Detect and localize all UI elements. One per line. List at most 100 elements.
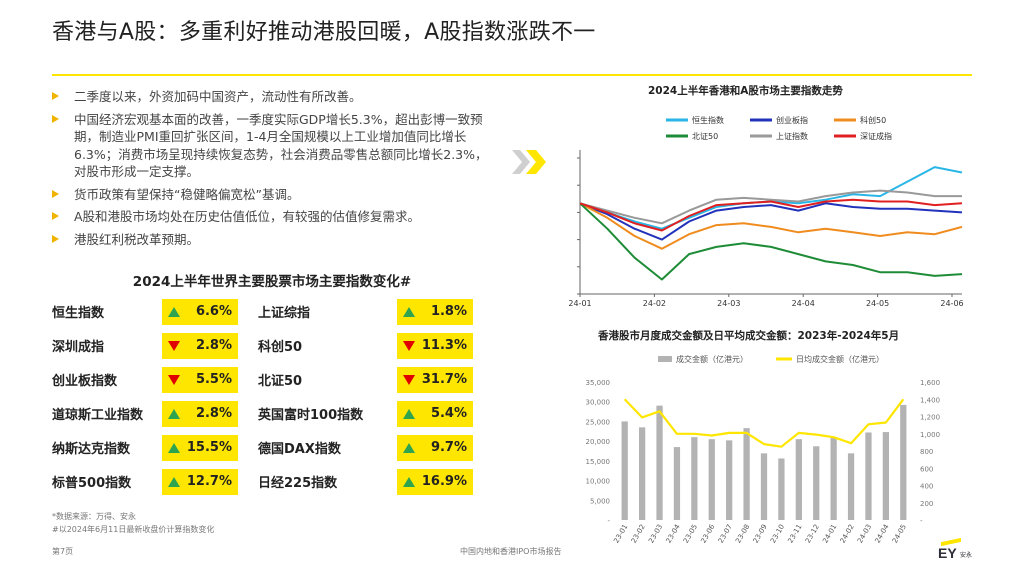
index-name: 深圳成指 [52, 340, 105, 355]
bullet-item: 港股红利税改革预期。 [52, 231, 494, 249]
bullet-text: 中国经济宏观基本面的改善，一季度实际GDP增长5.3%，超出彭博一致预期，制造业… [74, 111, 488, 180]
index-change-value: 12.7% [186, 474, 232, 489]
bullet-item: 中国经济宏观基本面的改善，一季度实际GDP增长5.3%，超出彭博一致预期，制造业… [52, 111, 494, 181]
x-tick-label: 24-04 [792, 299, 815, 308]
x-tick-label: 24-02 [839, 523, 856, 544]
index-change-value: 1.8% [430, 304, 467, 319]
index-change-box: 5.5% [162, 367, 238, 393]
series-line [579, 202, 963, 250]
index-table-title: 2024上半年世界主要股票市场主要指数变化# [132, 274, 412, 290]
x-tick-label: 23-05 [682, 523, 699, 544]
y-right-tick-label: 400 [920, 483, 933, 491]
y-left-tick-label: - [607, 517, 610, 525]
turnover-bar [691, 437, 698, 520]
index-change-value: 6.6% [195, 304, 232, 319]
triangle-up-icon [168, 409, 180, 419]
triangle-up-icon [403, 307, 415, 317]
index-change-box: 9.7% [397, 435, 473, 461]
series-line [579, 166, 963, 230]
index-change-value: 5.4% [430, 406, 467, 421]
index-change-value: 2.8% [195, 338, 232, 353]
triangle-up-icon [403, 443, 415, 453]
index-change-value: 11.3% [421, 338, 467, 353]
series-line [579, 189, 962, 225]
index-change-value: 5.5% [195, 372, 232, 387]
bullet-arrow-icon [52, 234, 59, 243]
index-change-box: 12.7% [162, 469, 238, 495]
turnover-bar [621, 421, 628, 520]
turnover-bar [743, 428, 750, 520]
x-tick-label: 24-02 [643, 299, 666, 308]
triangle-up-icon [403, 477, 415, 487]
turnover-bar [778, 458, 785, 520]
index-change-box: 11.3% [397, 333, 473, 359]
index-name: 科创50 [258, 340, 303, 355]
source-line: #以2024年6月11日最新收盘价计算指数变化 [52, 525, 215, 534]
x-tick-label: 23-07 [717, 523, 734, 544]
y-left-tick-label: 10,000 [586, 478, 611, 486]
ey-logo-sub: 安永 [960, 552, 973, 559]
index-change-value: 15.5% [186, 440, 232, 455]
bullet-arrow-icon [52, 189, 59, 198]
y-right-tick-label: 1,200 [920, 414, 940, 422]
x-tick-label: 23-08 [734, 523, 751, 544]
legend-label: 北证50 [692, 132, 718, 141]
bullet-text: A股和港股市场均处在历史估值低位，有较强的估值修复需求。 [74, 209, 421, 224]
line-chart-title: 2024上半年香港和A股市场主要指数走势 [648, 85, 843, 97]
ey-logo: EY 安永 [938, 537, 973, 562]
index-change-box: 2.8% [162, 401, 238, 427]
turnover-bar [882, 432, 890, 520]
legend-label: 恒生指数 [692, 115, 724, 125]
index-change-box: 16.9% [397, 469, 473, 495]
triangle-up-icon [403, 409, 415, 419]
turnover-bar [638, 427, 646, 520]
y-right-tick-label: 800 [920, 448, 933, 456]
bullet-arrow-icon [52, 212, 59, 220]
y-right-tick-label: 200 [920, 500, 933, 508]
series-line [579, 202, 963, 281]
bullet-list: 二季度以来，外资加码中国资产，流动性有所改善。 中国经济宏观基本面的改善，一季度… [52, 88, 494, 253]
legend-swatch [658, 356, 672, 362]
x-tick-label: 24-01 [568, 299, 591, 308]
page-title: 香港与A股：多重利好推动港股回暖，A股指数涨跌不一 [52, 20, 596, 45]
source-note: *数据来源：万得、安永 #以2024年6月11日最新收盘价计算指数变化 [52, 510, 214, 536]
series-line [579, 202, 963, 241]
index-change-box: 1.8% [397, 299, 473, 325]
index-name: 标普500指数 [52, 476, 132, 491]
index-change-value: 16.9% [421, 474, 467, 489]
legend-label: 日均成交金额（亿港元） [796, 354, 884, 364]
x-tick-label: 24-06 [940, 299, 963, 308]
index-name: 北证50 [258, 374, 303, 389]
bullet-text: 货币政策有望保持“稳健略偏宽松”基调。 [74, 186, 300, 202]
x-tick-label: 24-05 [866, 299, 889, 308]
x-tick-label: 23-02 [630, 523, 647, 544]
y-left-tick-label: 15,000 [586, 458, 611, 466]
x-tick-label: 23-03 [647, 523, 664, 544]
legend-label: 上证指数 [776, 131, 808, 141]
legend-label: 科创50 [860, 115, 886, 125]
index-change-box: 15.5% [162, 435, 238, 461]
index-change-box: 6.6% [162, 299, 238, 325]
index-change-box: 2.8% [162, 333, 238, 359]
y-left-tick-label: 35,000 [586, 379, 611, 387]
turnover-bar [726, 440, 733, 520]
turnover-chart: 成交金额（亿港元） 日均成交金额（亿港元） - 5,000 10,000 15,000 20… [586, 354, 941, 544]
bullet-item: 二季度以来，外资加码中国资产，流动性有所改善。 [52, 88, 494, 106]
bar-chart-title: 香港股市月度成交金额及日平均成交金额：2023年-2024年5月 [598, 330, 900, 342]
turnover-bar [830, 437, 837, 520]
turnover-bar [847, 453, 855, 520]
y-left-tick-label: 20,000 [586, 438, 611, 446]
bullet-item: 货币政策有望保持“稳健略偏宽松”基调。 [52, 186, 494, 204]
bullet-arrow-icon [52, 92, 59, 100]
x-tick-label: 23-04 [665, 523, 682, 544]
page-number: 第7页 [52, 547, 74, 556]
bullet-text: 港股红利税改革预期。 [74, 231, 200, 247]
index-change-box: 31.7% [397, 367, 473, 393]
x-tick-label: 24-01 [821, 523, 838, 544]
y-right-tick-label: 1,000 [920, 431, 940, 439]
index-name: 英国富时100指数 [258, 408, 364, 423]
index-change-value: 2.8% [195, 406, 232, 421]
turnover-bar [900, 404, 907, 520]
x-tick-label: 23-10 [769, 523, 786, 544]
index-name: 恒生指数 [52, 306, 105, 321]
